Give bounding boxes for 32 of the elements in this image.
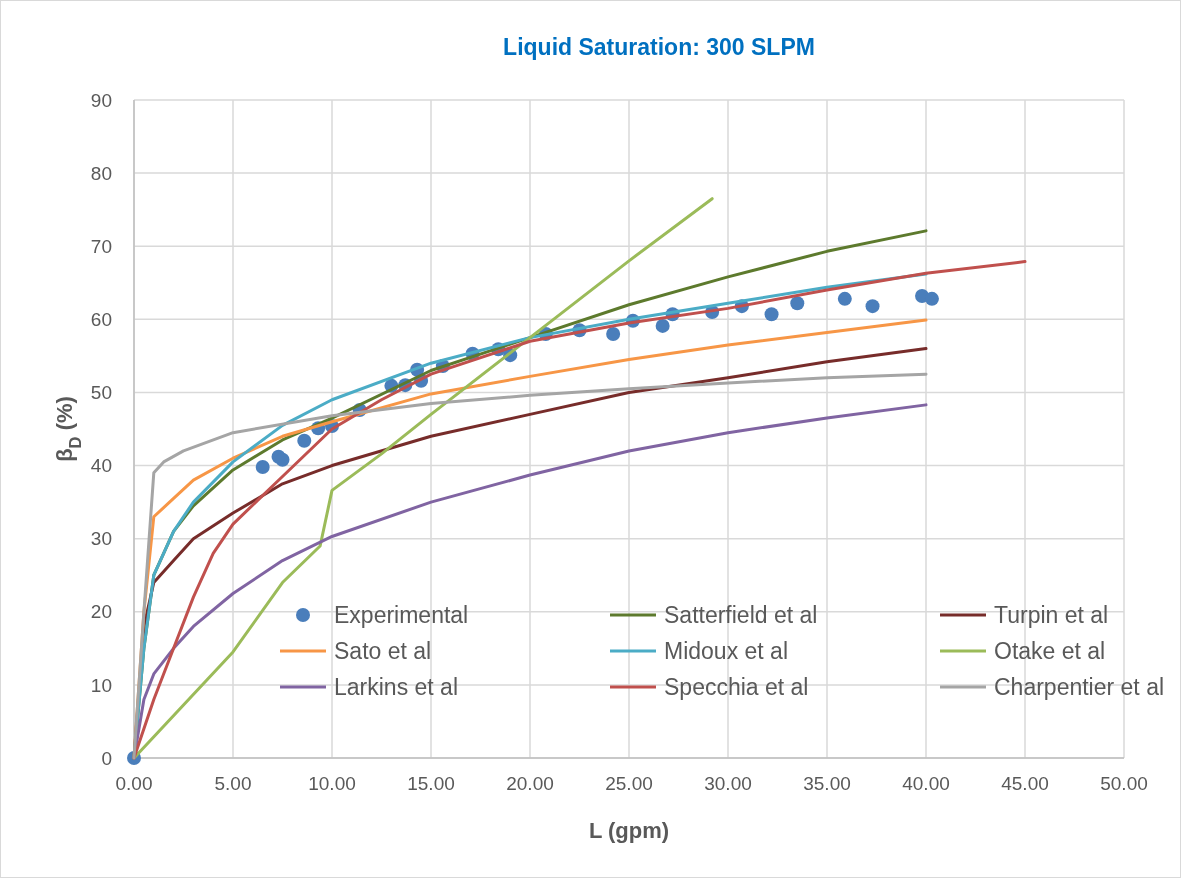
y-tick-label: 0 bbox=[101, 747, 112, 769]
legend-label: Satterfield et al bbox=[664, 602, 818, 629]
legend-label: Specchia et al bbox=[664, 674, 809, 701]
x-tick-label: 25.00 bbox=[605, 773, 653, 794]
legend-label: Otake et al bbox=[994, 638, 1106, 665]
x-tick-label: 35.00 bbox=[803, 773, 851, 794]
legend-label: Midoux et al bbox=[664, 638, 789, 665]
y-tick-label: 60 bbox=[90, 308, 112, 330]
y-tick-label: 90 bbox=[90, 89, 112, 111]
x-tick-label: 15.00 bbox=[407, 773, 455, 794]
y-tick-label: 50 bbox=[90, 382, 112, 404]
legend-label: Experimental bbox=[334, 602, 469, 629]
chart-title: Liquid Saturation: 300 SLPM bbox=[503, 34, 815, 60]
x-tick-label: 0.00 bbox=[115, 773, 153, 794]
x-tick-label: 50.00 bbox=[1100, 773, 1148, 794]
x-tick-label: 20.00 bbox=[506, 773, 554, 794]
legend-label: Larkins et al bbox=[334, 674, 459, 701]
y-tick-label: 20 bbox=[90, 601, 112, 623]
x-tick-label: 40.00 bbox=[902, 773, 950, 794]
y-tick-label: 40 bbox=[90, 455, 112, 477]
legend-label: Sato et al bbox=[334, 638, 432, 665]
x-axis-title: L (gpm) bbox=[588, 818, 670, 843]
x-tick-label: 45.00 bbox=[1001, 773, 1049, 794]
y-tick-label: 80 bbox=[90, 162, 112, 184]
x-tick-label: 30.00 bbox=[704, 773, 752, 794]
x-tick-label: 10.00 bbox=[308, 773, 356, 794]
legend-label: Charpentier et al bbox=[994, 674, 1165, 701]
x-tick-label: 5.00 bbox=[214, 773, 252, 794]
y-tick-label: 70 bbox=[90, 235, 112, 257]
y-tick-label: 30 bbox=[90, 528, 112, 550]
legend-label: Turpin et al bbox=[994, 602, 1109, 629]
y-tick-label: 10 bbox=[90, 674, 112, 696]
